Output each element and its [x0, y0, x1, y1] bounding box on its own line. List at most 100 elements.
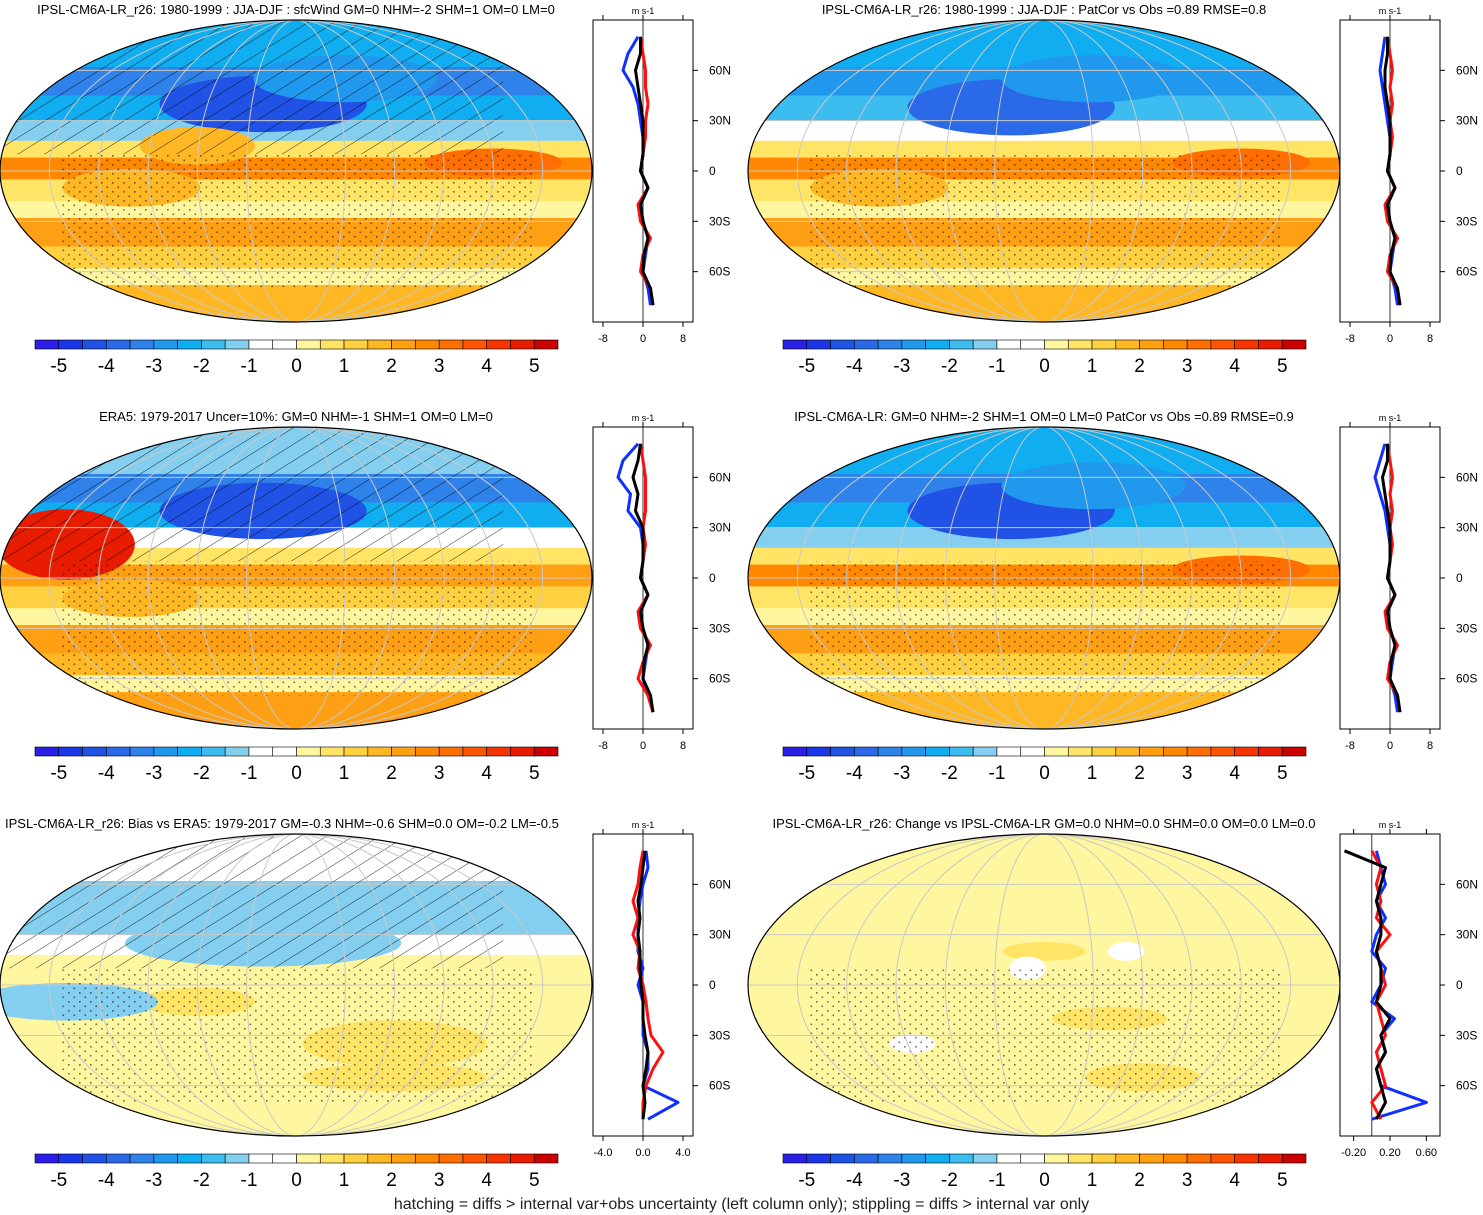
panel-title: IPSL-CM6A-LR_r26: 1980-1999 : JJA-DJF : … — [822, 2, 1266, 17]
lat-tick-label: 60S — [1456, 672, 1477, 686]
colorbar-swatch — [272, 1153, 297, 1164]
panel-title: IPSL-CM6A-LR_r26: Change vs IPSL-CM6A-LR… — [773, 816, 1316, 831]
colorbar-swatch — [343, 339, 369, 350]
colorbar-swatch — [1258, 1153, 1283, 1164]
colorbar-label: 5 — [529, 763, 540, 784]
meridian-line — [48, 834, 544, 1136]
colorbar-label: 3 — [1182, 356, 1193, 377]
panel-title: ERA5: 1979-2017 Uncer=10%: GM=0 NHM=-1 S… — [99, 409, 493, 424]
colorbar-swatch — [1210, 339, 1235, 350]
lat-tick-label: 30N — [1456, 114, 1478, 128]
colorbar-label: 0 — [291, 356, 302, 377]
colorbar-swatch — [925, 339, 950, 350]
colorbar-swatch — [1281, 746, 1307, 757]
x-tick-label: -8 — [598, 333, 608, 345]
colorbar-label: -4 — [98, 763, 115, 784]
colorbar-swatch — [82, 746, 107, 757]
meridian-line — [944, 834, 1144, 1136]
units-label: m s-1 — [632, 820, 655, 830]
colorbar-label: 2 — [1134, 1170, 1145, 1191]
colorbar-swatch — [177, 339, 202, 350]
colorbar-label: -5 — [798, 763, 815, 784]
colorbar-swatch — [1139, 746, 1164, 757]
meridian-line — [98, 834, 494, 1136]
map-border — [0, 426, 593, 730]
colorbar-label: -5 — [798, 1170, 815, 1191]
units-label: m s-1 — [1379, 413, 1402, 423]
colorbar-swatch — [510, 339, 535, 350]
colorbar-swatch — [367, 339, 392, 350]
colorbar-swatch — [1234, 339, 1259, 350]
colorbar-label: 4 — [481, 1170, 492, 1191]
colorbar-swatch — [296, 746, 321, 757]
lat-tick-label: 0 — [1456, 571, 1463, 585]
colorbar-swatch — [486, 1153, 511, 1164]
colorbar-swatch — [177, 746, 202, 757]
zonal-line-black — [636, 850, 650, 1120]
colorbar-label: 4 — [1229, 1170, 1240, 1191]
lat-tick-label: 30N — [709, 521, 731, 535]
colorbar-label: -1 — [241, 763, 258, 784]
colorbar-label: 3 — [434, 356, 445, 377]
panel-1: IPSL-CM6A-LR_r26: 1980-1999 : JJA-DJF : … — [0, 2, 731, 377]
map — [748, 20, 1340, 322]
colorbar-swatch — [367, 1153, 392, 1164]
colorbar-swatch — [319, 1153, 345, 1164]
panel-3: ERA5: 1979-2017 Uncer=10%: GM=0 NHM=-1 S… — [0, 409, 731, 784]
colorbar-label: -1 — [989, 763, 1006, 784]
zonal-line-red — [631, 850, 665, 1120]
meridian-line — [246, 834, 346, 1136]
meridian-line — [246, 20, 346, 322]
colorbar-swatch — [177, 1153, 202, 1164]
hatching — [0, 834, 504, 969]
meridian-line — [196, 834, 396, 1136]
colorbar-swatch — [248, 746, 274, 757]
colorbar-swatch — [996, 339, 1022, 350]
hatching — [0, 427, 504, 562]
colorbar-swatch — [972, 1153, 998, 1164]
colorbar-swatch — [106, 746, 131, 757]
lat-tick-label: 60N — [709, 877, 731, 891]
lat-tick-label: 60N — [709, 470, 731, 484]
colorbar-label: 1 — [1087, 1170, 1098, 1191]
meridian-line — [994, 834, 1094, 1136]
colorbar-swatch — [1044, 339, 1069, 350]
colorbar-swatch — [438, 1153, 464, 1164]
colorbar-swatch — [1186, 339, 1212, 350]
colorbar-swatch — [129, 746, 155, 757]
lat-tick-label: 0 — [709, 164, 716, 178]
field-band — [748, 285, 1340, 322]
meridian-line — [994, 427, 1094, 729]
colorbar-label: -4 — [98, 1170, 115, 1191]
lat-tick-label: 0 — [1456, 164, 1463, 178]
colorbar-label: 0 — [291, 763, 302, 784]
units-label: m s-1 — [632, 6, 655, 16]
field-band — [0, 285, 592, 322]
colorbar-label: -4 — [846, 356, 863, 377]
colorbar-swatch — [462, 1153, 487, 1164]
x-tick-label: 8 — [680, 333, 686, 345]
lat-tick-label: 30S — [709, 621, 730, 635]
colorbar-label: 3 — [434, 763, 445, 784]
lat-tick-label: 60N — [1456, 877, 1478, 891]
map — [748, 834, 1340, 1136]
colorbar-label: 5 — [529, 1170, 540, 1191]
field-anomaly — [1001, 55, 1186, 103]
meridian-line — [944, 427, 1144, 729]
lat-tick-label: 0 — [1456, 978, 1463, 992]
meridian-line — [796, 20, 1292, 322]
colorbar-swatch — [415, 1153, 440, 1164]
colorbar-swatch — [367, 746, 392, 757]
units-label: m s-1 — [632, 413, 655, 423]
colorbar-swatch — [58, 746, 83, 757]
colorbar-label: -2 — [193, 1170, 210, 1191]
colorbar-label: 0 — [291, 1170, 302, 1191]
colorbar-label: -3 — [145, 356, 162, 377]
colorbar-label: 2 — [1134, 763, 1145, 784]
colorbar-swatch — [1020, 746, 1045, 757]
colorbar-swatch — [296, 339, 321, 350]
zonal-plot-frame — [1339, 833, 1441, 1137]
colorbar-swatch — [438, 339, 464, 350]
panel-2: IPSL-CM6A-LR_r26: 1980-1999 : JJA-DJF : … — [747, 2, 1478, 377]
